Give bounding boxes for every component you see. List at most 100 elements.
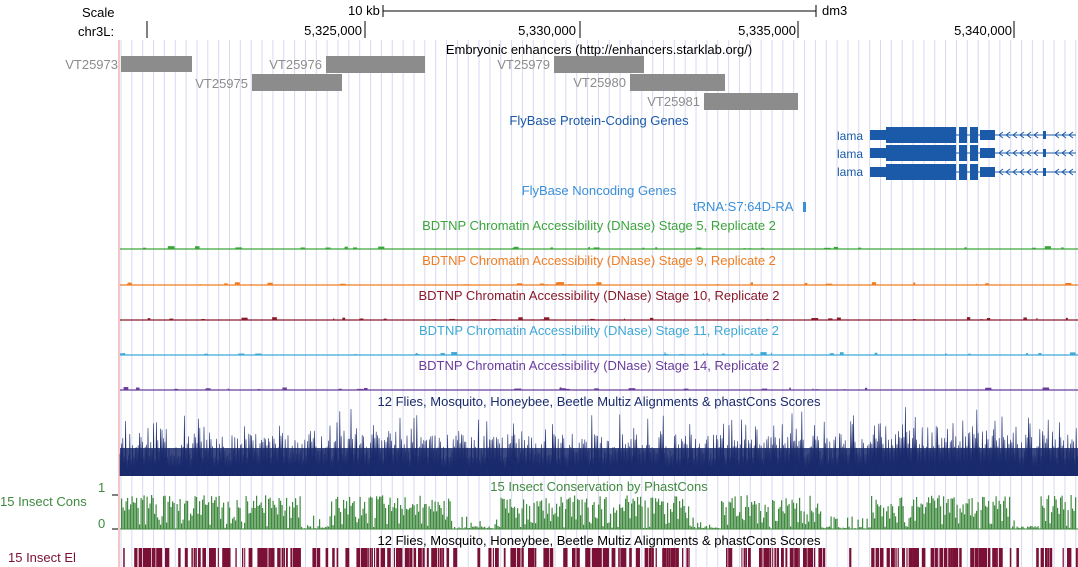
insect-cons-bar [398,523,400,529]
insect-cons-side-label[interactable]: 15 Insect Cons [0,494,87,509]
insect-cons-bar [749,516,751,529]
insect-el-side-label[interactable]: 15 Insect El [8,550,76,565]
insect-cons-bar [875,499,877,529]
insect-cons-bar [1072,508,1074,529]
enhancer-box-vt25981[interactable] [704,93,798,110]
insect-cons-bar [890,503,892,529]
enhancer-box-vt25973[interactable] [121,56,192,72]
gene-label-lama[interactable]: lama [837,165,864,179]
insect-element [552,548,554,567]
enhancers-track-title[interactable]: Embryonic enhancers (http://enhancers.st… [445,42,753,57]
insect-element [605,548,609,567]
dnase-bump [235,247,243,249]
insect-cons-bar [748,507,750,529]
insect-element [369,548,372,567]
insect-el-track-title[interactable]: 12 Flies, Mosquito, Honeybee, Beetle Mul… [377,533,821,548]
insect-element [611,548,616,567]
strand-arrow [1012,149,1018,157]
insect-element [662,548,667,567]
insect-cons-bar [1027,526,1029,529]
insect-cons-bar [139,524,141,529]
dnase-bump [968,353,971,355]
enhancer-box-vt25976[interactable] [326,56,425,73]
insect-cons-track-title[interactable]: 15 Insect Conservation by PhastCons [490,479,708,494]
dnase-bump [207,388,211,390]
insect-cons-bar [151,495,153,529]
dnase-stage10-title[interactable]: BDTNP Chromatin Accessibility (DNase) St… [418,288,780,303]
insect-cons-bar [1040,496,1042,529]
insect-element [772,548,774,567]
insect-element [297,548,301,567]
insect-element [543,548,547,567]
insect-cons-bar [937,498,939,529]
insect-cons-bar [127,497,129,529]
insect-element [646,548,649,567]
insect-cons-bar [464,527,466,529]
insect-cons-bar [833,517,835,529]
insect-cons-bar [208,502,210,529]
insect-cons-bar [206,504,208,529]
insect-cons-bar [439,505,441,529]
dnase-bump [1038,352,1042,355]
noncoding-gene-label[interactable]: tRNA:S7:64D-RA [693,199,794,214]
insect-element [743,548,746,567]
insect-cons-bar [157,517,159,529]
insect-cons-bar [479,521,481,529]
gene-exon [886,164,956,180]
insect-cons-bar [221,507,223,529]
insect-cons-bar [539,501,541,529]
coding-genes-track-title[interactable]: FlyBase Protein-Coding Genes [509,113,689,128]
insect-element [635,548,639,567]
ruler-tick-label: 5,325,000 [304,23,362,38]
insect-cons-bar [361,515,363,529]
insect-cons-bar [715,527,717,529]
insect-element [981,548,985,567]
gene-label-lama[interactable]: lama [837,147,864,161]
insect-element [668,548,671,567]
insect-cons-bar [950,498,952,529]
gene-utr [980,130,995,140]
noncoding-genes-track-title[interactable]: FlyBase Noncoding Genes [521,183,677,198]
dnase-stage14-title[interactable]: BDTNP Chromatin Accessibility (DNase) St… [418,358,780,373]
insect-element [776,548,779,567]
enhancer-box-vt25980[interactable] [630,74,725,91]
insect-element [924,548,926,567]
insect-cons-bar [329,516,331,529]
dnase-stage11-title[interactable]: BDTNP Chromatin Accessibility (DNase) St… [418,323,780,338]
insect-cons-bar [925,507,927,529]
insect-cons-bar [686,518,688,529]
insect-cons-bar [691,526,693,529]
insect-cons-bar [520,527,522,529]
multiz-track-title[interactable]: 12 Flies, Mosquito, Honeybee, Beetle Mul… [377,394,821,409]
insect-element [902,548,906,567]
insect-element [996,548,998,567]
dnase-bump [435,319,438,320]
insect-cons-bar [310,526,312,529]
dnase-stage5-title[interactable]: BDTNP Chromatin Accessibility (DNase) St… [422,218,776,233]
gene-label-lama[interactable]: lama [837,129,864,143]
gene-utr [870,167,886,177]
insect-cons-bar [268,498,270,529]
insect-cons-bar [700,522,702,529]
insect-element [1067,548,1071,567]
strand-arrow [1005,131,1011,139]
dnase-stage9-title[interactable]: BDTNP Chromatin Accessibility (DNase) St… [422,253,776,268]
insect-element [400,548,403,567]
insect-cons-bar [758,502,760,529]
insect-element [622,548,627,567]
insect-element [270,548,275,567]
enhancer-box-vt25979[interactable] [554,56,644,73]
insect-cons-bar [392,507,394,529]
insect-cons-bar [220,518,222,529]
dnase-bump [267,282,273,285]
insect-cons-bar [527,519,529,529]
insect-cons-bar [901,497,903,529]
enhancer-box-vt25975[interactable] [252,74,342,91]
strand-arrow [1012,168,1018,176]
dnase-bump [540,319,548,320]
insect-cons-bar [301,526,303,529]
insect-cons-bar [427,525,429,529]
insect-cons-bar [892,506,894,529]
insect-cons-bar [250,513,252,529]
insect-cons-bar [652,497,654,529]
